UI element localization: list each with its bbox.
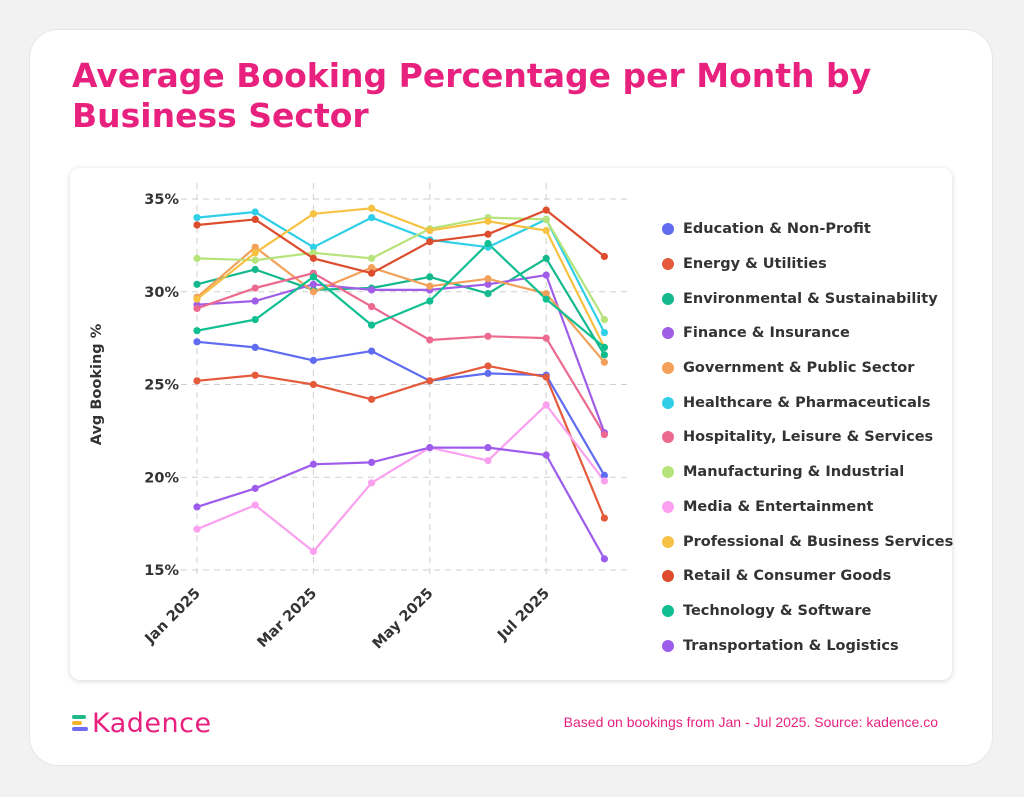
- legend-label: Government & Public Sector: [683, 360, 915, 377]
- kadence-logo-icon: [72, 712, 90, 734]
- legend-label: Transportation & Logistics: [683, 637, 899, 654]
- legend-item: Media & Entertainment: [662, 490, 953, 525]
- legend-label: Finance & Insurance: [683, 325, 850, 342]
- legend-item: Education & Non-Profit: [662, 212, 953, 247]
- legend-swatch: [662, 466, 674, 479]
- legend-swatch: [662, 327, 674, 340]
- legend-swatch: [662, 362, 674, 375]
- legend-label: Healthcare & Pharmaceuticals: [683, 394, 931, 411]
- legend-item: Transportation & Logistics: [662, 628, 953, 663]
- legend-label: Manufacturing & Industrial: [683, 464, 905, 481]
- legend-label: Hospitality, Leisure & Services: [683, 429, 934, 446]
- legend-swatch: [662, 639, 674, 652]
- legend-item: Retail & Consumer Goods: [662, 559, 953, 594]
- legend-label: Media & Entertainment: [683, 498, 874, 515]
- legend-label: Professional & Business Services: [683, 533, 954, 550]
- legend-label: Environmental & Sustainability: [683, 290, 938, 307]
- legend-swatch: [662, 535, 674, 548]
- legend-label: Education & Non-Profit: [683, 221, 871, 238]
- legend-swatch: [662, 396, 674, 409]
- legend-item: Healthcare & Pharmaceuticals: [662, 385, 953, 420]
- legend-swatch: [662, 223, 674, 236]
- legend-item: Hospitality, Leisure & Services: [662, 420, 953, 455]
- legend-swatch: [662, 292, 674, 305]
- legend-item: Manufacturing & Industrial: [662, 455, 953, 490]
- legend-swatch: [662, 570, 674, 583]
- legend: Education & Non-Profit Energy & Utilities…: [662, 212, 953, 663]
- legend-item: Technology & Software: [662, 594, 953, 629]
- logo-text: Kadence: [92, 707, 212, 739]
- legend-item: Environmental & Sustainability: [662, 281, 953, 316]
- legend-label: Retail & Consumer Goods: [683, 568, 892, 585]
- source-note: Based on bookings from Jan - Jul 2025. S…: [563, 714, 938, 730]
- legend-swatch: [662, 500, 674, 513]
- legend-item: Government & Public Sector: [662, 351, 953, 386]
- legend-item: Finance & Insurance: [662, 316, 953, 351]
- legend-label: Energy & Utilities: [683, 256, 827, 273]
- legend-label: Technology & Software: [683, 602, 872, 619]
- legend-swatch: [662, 431, 674, 444]
- legend-item: Energy & Utilities: [662, 247, 953, 282]
- legend-swatch: [662, 604, 674, 617]
- legend-swatch: [662, 258, 674, 271]
- kadence-logo: Kadence: [72, 705, 212, 741]
- chart-title: Average Booking Percentage per Month by …: [72, 56, 872, 135]
- legend-item: Professional & Business Services: [662, 524, 953, 559]
